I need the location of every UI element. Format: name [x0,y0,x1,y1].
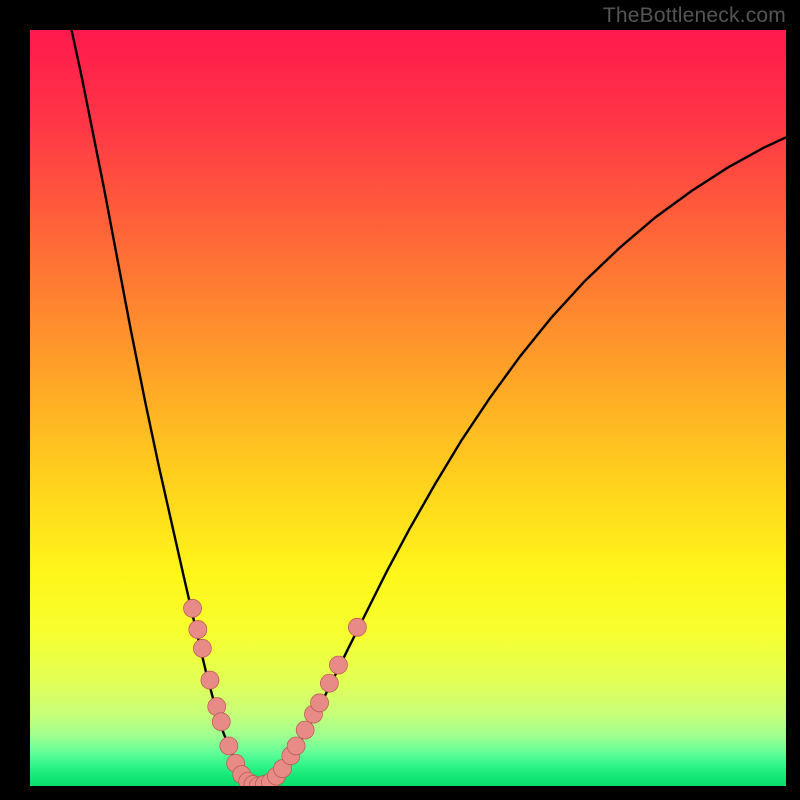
gradient-background [30,30,786,786]
scatter-point [189,621,207,639]
scatter-point [320,674,338,692]
scatter-point [287,737,305,755]
scatter-point [348,618,366,636]
scatter-point [184,599,202,617]
scatter-point [201,671,219,689]
scatter-point [329,656,347,674]
scatter-point [193,639,211,657]
scatter-point [296,721,314,739]
plot-svg [30,30,786,786]
watermark-text: TheBottleneck.com [603,4,786,28]
chart-frame: TheBottleneck.com [0,0,800,800]
scatter-point [311,694,329,712]
scatter-point [220,737,238,755]
plot-area [30,30,786,786]
scatter-point [212,713,230,731]
